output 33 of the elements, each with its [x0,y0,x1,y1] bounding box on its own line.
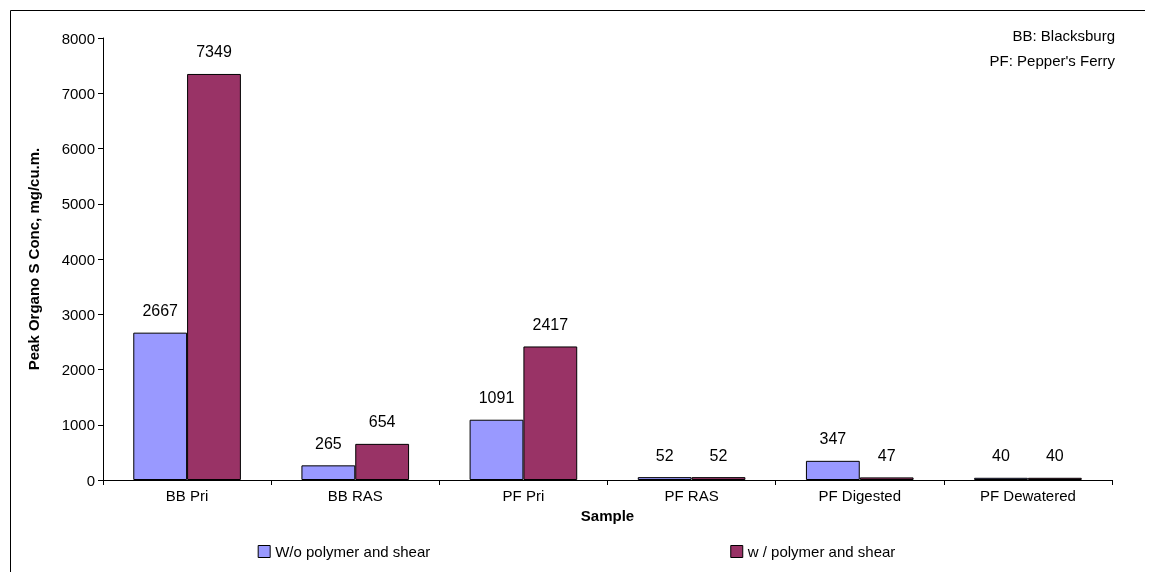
x-tick-label: PF Pri [502,487,545,504]
annotation: BB: Blacksburg [1012,27,1115,44]
data-label: 1091 [478,389,515,407]
data-label: 2667 [142,302,179,320]
x-tick-label: PF Dewatered [979,487,1076,504]
annotation: PF: Pepper's Ferry [989,52,1116,69]
x-axis-title: Sample [580,506,635,524]
data-label: 7349 [196,43,232,61]
y-tick-label: 0 [86,471,95,489]
x-tick-label: PF RAS [664,487,719,504]
data-label: 347 [819,430,847,448]
data-label: 2417 [532,315,569,333]
x-tick-label: BB Pri [165,487,209,504]
legend-label: w / polymer and shear [746,543,896,560]
data-label: 40 [1045,447,1064,465]
x-tick-label: BB RAS [327,487,383,504]
y-tick-label: 4000 [61,250,95,268]
y-tick-label: 1000 [61,416,95,434]
y-tick-label: 7000 [61,84,95,102]
data-label: 52 [709,446,728,464]
y-axis-title: Peak Organo S Conc, mg/cu.m. [25,147,42,371]
data-label: 47 [877,446,896,464]
y-tick-label: 5000 [61,195,95,213]
x-tick-label: PF Digested [818,487,902,504]
legend-label: W/o polymer and shear [275,543,431,560]
data-label: 52 [655,446,674,464]
y-tick-label: 8000 [61,29,95,47]
data-label: 40 [992,447,1011,465]
data-label: 654 [368,413,396,431]
y-tick-label: 6000 [61,140,95,157]
y-tick-label: 3000 [61,305,95,323]
y-tick-label: 2000 [61,361,95,378]
data-label: 265 [314,434,342,452]
